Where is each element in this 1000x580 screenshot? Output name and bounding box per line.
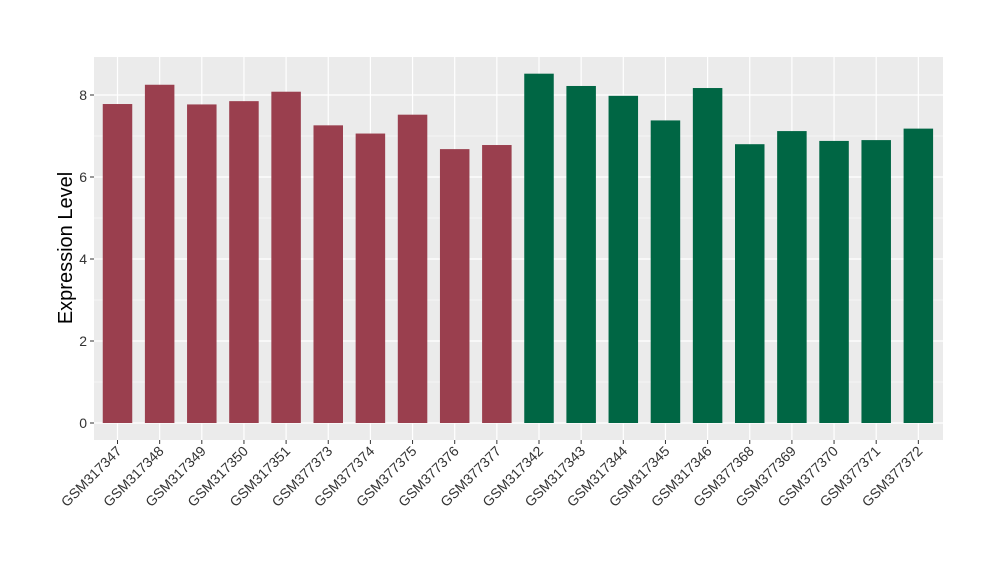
bar-GSM317343: [566, 85, 596, 423]
bar-GSM317349: [187, 104, 217, 424]
y-tick-label: 0: [79, 415, 87, 431]
bars: [102, 73, 934, 424]
bar-GSM377375: [397, 114, 428, 424]
y-tick-label: 6: [79, 169, 87, 185]
bar-GSM377372: [903, 128, 934, 423]
bar-GSM377371: [861, 140, 891, 423]
bar-GSM317346: [692, 88, 723, 423]
bar-GSM317347: [102, 104, 133, 424]
bar-GSM317345: [650, 120, 681, 424]
y-axis: 0 2 4 6 8: [79, 87, 94, 431]
bar-GSM377377: [482, 145, 512, 423]
bar-GSM377374: [355, 133, 386, 424]
bar-GSM317342: [524, 73, 554, 424]
bar-GSM317348: [144, 84, 175, 423]
x-axis: GSM317347GSM317348GSM317349GSM317350GSM3…: [58, 440, 926, 510]
y-tick-label: 8: [79, 87, 87, 103]
bar-GSM377368: [735, 144, 765, 423]
bar-GSM377369: [777, 131, 807, 423]
bar-GSM317344: [608, 95, 639, 423]
bar-GSM317350: [229, 101, 259, 424]
plot-panel: [94, 57, 943, 440]
bar-GSM377370: [819, 140, 849, 424]
y-tick-label: 4: [79, 251, 87, 267]
bar-GSM317351: [271, 91, 301, 423]
y-axis-title: Expression Level: [55, 172, 77, 324]
bar-GSM377376: [439, 149, 470, 423]
y-tick-label: 2: [79, 333, 87, 349]
bar-GSM377373: [313, 125, 343, 423]
